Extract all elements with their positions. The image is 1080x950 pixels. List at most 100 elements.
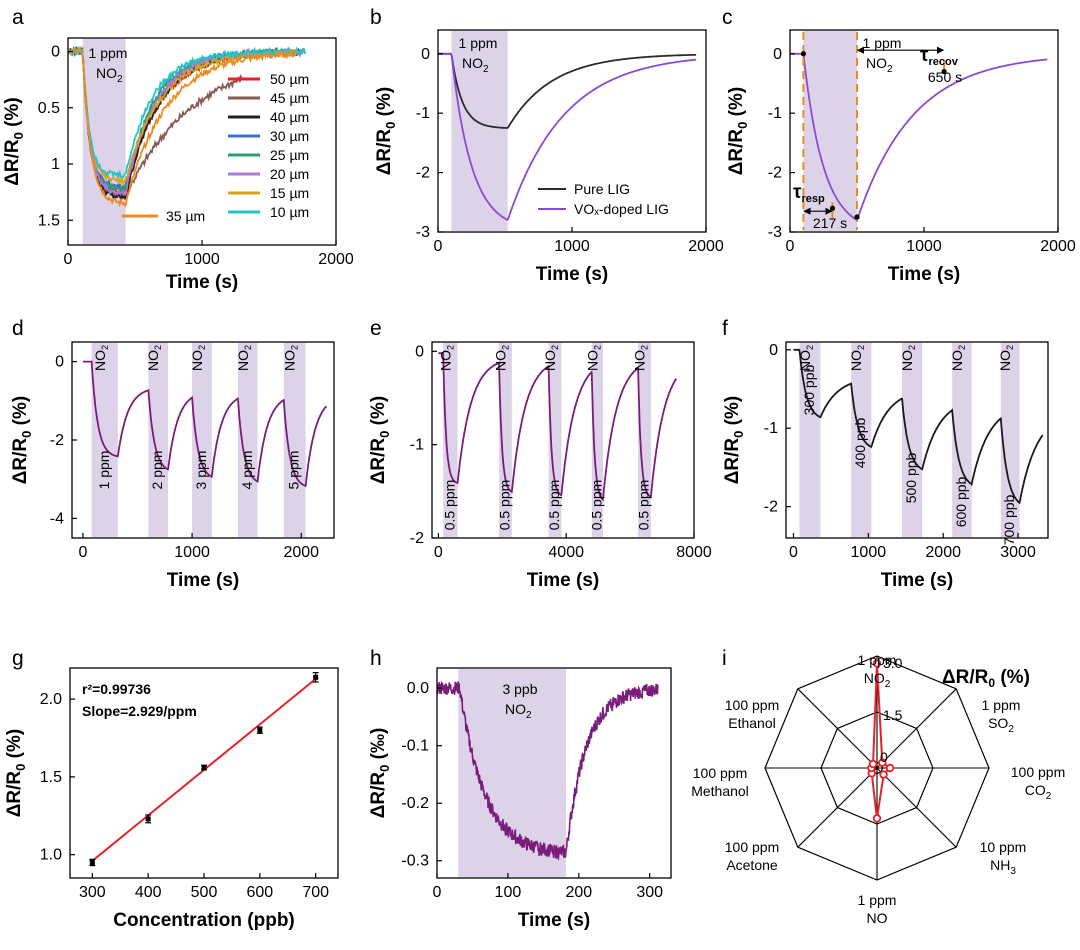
exposure-label-conc: 1 ppm	[863, 35, 902, 51]
x-tick-label: 100	[495, 884, 522, 901]
data-point	[257, 727, 263, 733]
band-gas-label: NO2	[437, 345, 455, 371]
data-point-marker	[800, 51, 807, 57]
legend-label: 20 µm	[270, 166, 309, 182]
panel-c-chart: 0 1000 2000 0 -1 -2 -3 Time (s) ΔR/R0 (%) 1 ppm NO…	[726, 29, 1076, 285]
x-axis-title: Time (s)	[527, 570, 600, 591]
band-gas-label: NO2	[997, 345, 1015, 371]
radar-category-label: 1 ppm	[982, 697, 1021, 713]
radar-category-label: Ethanol	[728, 715, 775, 731]
series-line-1	[438, 52, 697, 221]
radar-point	[879, 770, 888, 779]
x-tick-label: 2000	[1040, 238, 1076, 255]
y-tick-label: -3	[768, 224, 782, 241]
radar-category-label: NO2	[864, 670, 891, 690]
exposure-label-conc: 1 ppm	[89, 45, 128, 61]
panel-label-g: g	[12, 647, 24, 670]
x-tick-label: 0	[786, 238, 795, 255]
panel-label-b: b	[370, 6, 382, 29]
radar-point	[872, 814, 882, 823]
band-gas-label: NO2	[899, 345, 917, 371]
y-tick-label: 0.5	[38, 100, 60, 117]
y-tick-label: 0	[773, 46, 782, 63]
data-point	[201, 765, 207, 771]
axes-frame	[431, 341, 695, 539]
x-tick-label: 2000	[283, 544, 319, 561]
radar-category-label: SO2	[988, 715, 1014, 735]
y-tick-label: -1	[768, 105, 782, 122]
band-concentration-label: 300 ppb	[801, 364, 817, 415]
legend-label: Pure LIG	[574, 181, 630, 197]
band-gas-label: NO2	[92, 345, 110, 371]
panel-g-chart: 300 400 500 600 700 1.0 1.5 2.0 Concentration (p…	[4, 667, 339, 931]
gas-exposure-band	[237, 343, 258, 537]
x-tick-label: 2000	[688, 238, 724, 255]
y-tick-label: 1.0	[40, 847, 62, 864]
x-tick-label: 4000	[548, 544, 584, 561]
radar-category-label: 10 ppm	[980, 839, 1027, 855]
x-tick-label: 500	[191, 884, 218, 901]
gas-exposure-band	[548, 343, 562, 537]
y-axis-title: ΔR/R0 (%)	[10, 396, 34, 484]
radar-category-label: Methanol	[691, 783, 749, 799]
series-line-10m	[68, 46, 307, 179]
series-line-0	[438, 52, 697, 129]
radar-spoke	[797, 767, 878, 848]
series-line-35m	[68, 48, 298, 208]
x-axis-title: Concentration (ppb)	[113, 910, 295, 931]
x-tick-label: 0	[64, 251, 73, 268]
x-tick-label: 0	[434, 544, 443, 561]
band-concentration-label: 0.5 ppm	[588, 480, 604, 531]
band-gas-label: NO2	[235, 345, 253, 371]
radar-category-label: NH3	[990, 857, 1016, 877]
radar-r-tick: 1.5	[883, 707, 903, 723]
y-tick-label: -4	[50, 510, 64, 527]
x-tick-label: 2000	[925, 544, 961, 561]
axes-frame	[436, 667, 672, 879]
y-tick-label: -0.2	[401, 795, 429, 812]
band-concentration-label: 500 ppb	[903, 452, 919, 503]
series-line	[793, 348, 1044, 505]
gas-exposure-band	[902, 343, 923, 537]
y-tick-label: 1	[51, 156, 60, 173]
band-gas-label: NO2	[848, 345, 866, 371]
tau-resp-label: τresp	[793, 182, 825, 205]
band-gas-label: NO2	[145, 345, 163, 371]
radar-title: ΔR/R0 (%)	[942, 667, 1030, 690]
band-concentration-label: 2 ppm	[149, 451, 165, 490]
x-tick-label: 400	[135, 884, 162, 901]
y-axis-title: ΔR/R0 (%)	[4, 729, 28, 817]
radar-category-label: NO	[867, 910, 888, 926]
band-gas-label: NO2	[282, 345, 300, 371]
band-concentration-label: 0.5 ppm	[635, 480, 651, 531]
legend-label: 35 µm	[166, 208, 205, 224]
radar-point	[878, 758, 887, 767]
data-point	[145, 816, 151, 822]
data-point	[89, 859, 95, 865]
radar-point	[885, 763, 895, 773]
band-concentration-label: 600 ppb	[953, 476, 969, 527]
y-tick-label: 1.5	[40, 769, 62, 786]
band-concentration-label: 4 ppm	[239, 451, 255, 490]
radar-category-label: 1 ppm	[858, 892, 897, 908]
panel-label-e: e	[370, 317, 382, 340]
band-concentration-label: 0.5 ppm	[496, 480, 512, 531]
x-axis-title: Time (s)	[881, 570, 954, 591]
y-tick-label: -2	[410, 530, 424, 547]
panel-b-chart: 0 1000 2000 0 -1 -2 -3 Time (s) ΔR/R0 (%) 1 ppm NO…	[374, 29, 724, 285]
panel-a-chart: 0 1000 2000 0 0.5 1 1.5 Time (s) ΔR/R0 (%) 1 ppm N…	[2, 37, 354, 293]
gas-exposure-band	[451, 31, 508, 231]
radar-spoke	[876, 767, 957, 848]
panel-h-chart: 0 100 200 300 0.0 -0.1 -0.2 -0.3 Time (s) ΔR/R0 (…	[368, 667, 672, 931]
data-point-marker	[829, 205, 836, 211]
radar-category-label: 100 ppm	[1011, 764, 1065, 780]
radar-category-label: Acetone	[726, 857, 778, 873]
y-tick-label: 2.0	[40, 691, 62, 708]
x-axis-title: Time (s)	[888, 264, 961, 285]
y-axis-title: ΔR/R0 (%)	[368, 396, 392, 484]
radar-point	[872, 659, 882, 668]
panel-label-a: a	[12, 6, 24, 29]
x-axis-title: Time (s)	[536, 264, 609, 285]
x-tick-label: 8000	[676, 544, 712, 561]
